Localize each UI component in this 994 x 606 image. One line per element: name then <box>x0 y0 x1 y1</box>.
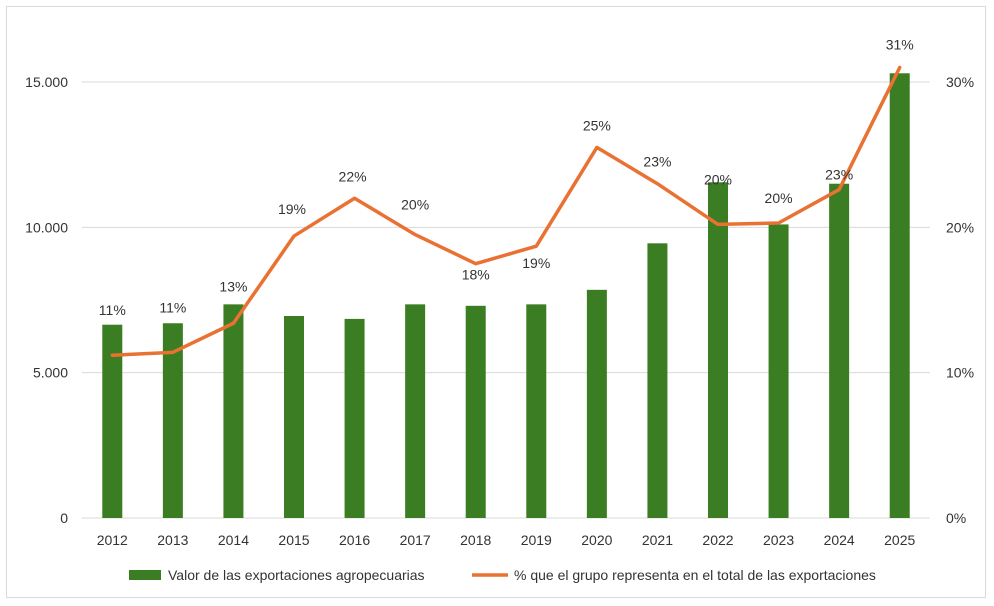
x-tick-label: 2020 <box>581 532 612 548</box>
x-tick-label: 2024 <box>824 532 855 548</box>
x-tick-label: 2016 <box>339 532 370 548</box>
x-tick-label: 2015 <box>278 532 309 548</box>
x-tick-label: 2014 <box>218 532 249 548</box>
line-data-label: 11% <box>99 302 126 318</box>
line-data-label: 13% <box>219 278 247 294</box>
bar <box>768 224 789 518</box>
bar <box>526 304 547 518</box>
y-left-tick-label: 15.000 <box>25 74 68 90</box>
y-left-tick-label: 5.000 <box>33 365 68 381</box>
line-data-label: 25% <box>583 117 611 133</box>
line-data-label: 22% <box>339 168 367 184</box>
y-right-tick-label: 0% <box>946 510 966 526</box>
line-data-label: 19% <box>522 255 550 271</box>
bar <box>102 324 123 518</box>
bar <box>889 73 910 518</box>
line-data-label: 20% <box>704 171 732 187</box>
y-right-tick-label: 10% <box>946 365 974 381</box>
x-tick-label: 2013 <box>157 532 188 548</box>
legend-swatch-bar <box>129 570 161 580</box>
bar <box>708 182 728 518</box>
x-tick-label: 2012 <box>97 532 128 548</box>
line-data-label: 31% <box>886 36 914 52</box>
legend-label-line: % que el grupo representa en el total de… <box>514 567 876 583</box>
y-right-tick-label: 30% <box>946 74 974 90</box>
line-data-label: 23% <box>643 154 671 170</box>
bar <box>465 305 486 518</box>
y-right-tick-label: 20% <box>946 219 974 235</box>
x-tick-label: 2025 <box>884 532 915 548</box>
bar <box>284 315 304 518</box>
y-left-tick-label: 0 <box>60 510 68 526</box>
bar <box>405 304 426 518</box>
x-tick-label: 2019 <box>521 532 552 548</box>
bar <box>829 183 850 518</box>
line-data-label: 23% <box>825 167 853 183</box>
bar <box>223 304 244 518</box>
line-data-label: 20% <box>765 190 793 206</box>
line-data-label: 11% <box>159 299 186 315</box>
line-data-label: 18% <box>462 267 490 283</box>
x-tick-label: 2022 <box>702 532 733 548</box>
y-left-tick-label: 10.000 <box>25 219 68 235</box>
x-tick-label: 2018 <box>460 532 491 548</box>
bar <box>162 323 183 518</box>
x-tick-label: 2023 <box>763 532 794 548</box>
legend-label-bar: Valor de las exportaciones agropecuarias <box>168 567 425 583</box>
bar <box>344 318 365 518</box>
line-data-label: 20% <box>401 197 429 213</box>
bar <box>586 289 607 518</box>
line-data-label: 19% <box>278 201 306 217</box>
line-series <box>110 65 902 357</box>
bar <box>647 243 668 518</box>
x-tick-label: 2021 <box>642 532 673 548</box>
x-tick-label: 2017 <box>400 532 431 548</box>
